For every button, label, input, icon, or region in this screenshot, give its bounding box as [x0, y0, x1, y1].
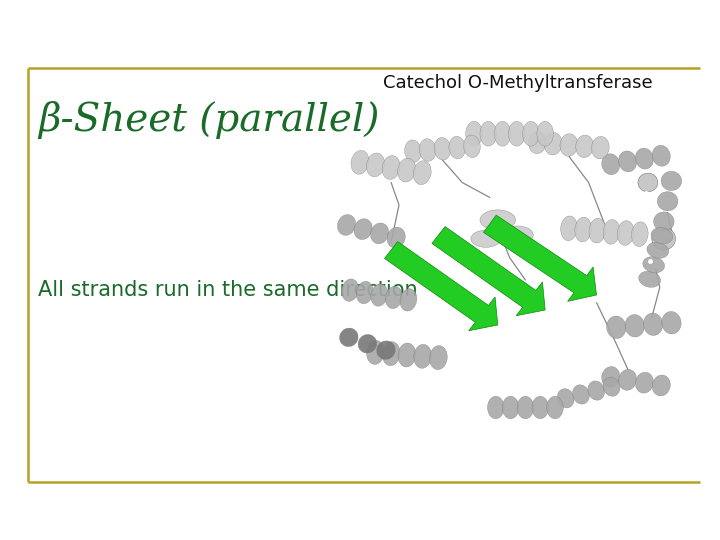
- Ellipse shape: [382, 342, 400, 366]
- Polygon shape: [432, 227, 545, 316]
- Ellipse shape: [377, 341, 395, 360]
- Polygon shape: [384, 241, 498, 330]
- Ellipse shape: [517, 396, 534, 419]
- Ellipse shape: [631, 222, 648, 247]
- Ellipse shape: [371, 284, 387, 306]
- Ellipse shape: [635, 148, 654, 169]
- Ellipse shape: [662, 312, 681, 334]
- Ellipse shape: [557, 389, 574, 408]
- Ellipse shape: [561, 216, 577, 241]
- Ellipse shape: [643, 256, 665, 273]
- Ellipse shape: [651, 228, 672, 244]
- Ellipse shape: [387, 227, 405, 248]
- Ellipse shape: [602, 367, 620, 388]
- Ellipse shape: [652, 227, 675, 250]
- Ellipse shape: [652, 145, 670, 166]
- Ellipse shape: [466, 122, 482, 146]
- Ellipse shape: [366, 153, 384, 177]
- Ellipse shape: [351, 150, 369, 174]
- Text: β-Sheet (parallel): β-Sheet (parallel): [38, 101, 379, 139]
- Ellipse shape: [657, 192, 678, 211]
- Ellipse shape: [366, 340, 384, 364]
- Ellipse shape: [419, 139, 436, 161]
- Ellipse shape: [591, 137, 609, 159]
- Ellipse shape: [617, 221, 634, 245]
- Ellipse shape: [430, 346, 447, 369]
- Ellipse shape: [588, 381, 605, 400]
- Ellipse shape: [385, 286, 402, 308]
- Ellipse shape: [494, 122, 510, 146]
- Ellipse shape: [618, 369, 636, 390]
- Ellipse shape: [405, 140, 421, 163]
- Ellipse shape: [647, 242, 669, 258]
- Ellipse shape: [502, 226, 534, 244]
- Ellipse shape: [358, 334, 377, 353]
- Ellipse shape: [342, 279, 359, 301]
- Ellipse shape: [625, 314, 644, 337]
- Ellipse shape: [397, 158, 415, 182]
- Ellipse shape: [644, 313, 663, 335]
- Ellipse shape: [382, 156, 400, 179]
- Ellipse shape: [371, 223, 389, 244]
- Ellipse shape: [576, 135, 593, 158]
- Ellipse shape: [503, 396, 519, 419]
- Ellipse shape: [589, 218, 606, 243]
- Ellipse shape: [602, 154, 620, 174]
- Ellipse shape: [508, 122, 525, 146]
- Ellipse shape: [487, 396, 504, 419]
- Ellipse shape: [607, 316, 626, 339]
- Ellipse shape: [639, 271, 660, 287]
- Ellipse shape: [449, 136, 466, 159]
- Ellipse shape: [413, 161, 431, 185]
- Ellipse shape: [356, 281, 373, 303]
- Ellipse shape: [464, 135, 480, 158]
- Ellipse shape: [575, 217, 592, 242]
- Text: All strands run in the same direction: All strands run in the same direction: [38, 280, 418, 300]
- Ellipse shape: [480, 122, 497, 146]
- Ellipse shape: [471, 230, 501, 247]
- Ellipse shape: [546, 396, 563, 419]
- Ellipse shape: [354, 219, 372, 240]
- Ellipse shape: [572, 385, 590, 404]
- Ellipse shape: [618, 151, 636, 172]
- Ellipse shape: [523, 122, 539, 146]
- Ellipse shape: [398, 343, 415, 367]
- Ellipse shape: [434, 138, 451, 160]
- Ellipse shape: [544, 132, 562, 155]
- Ellipse shape: [560, 134, 577, 156]
- Polygon shape: [484, 215, 596, 301]
- Ellipse shape: [635, 372, 654, 393]
- Ellipse shape: [400, 289, 417, 311]
- Ellipse shape: [480, 210, 516, 230]
- Text: Catechol O-Methyltransferase: Catechol O-Methyltransferase: [383, 74, 652, 92]
- Ellipse shape: [537, 122, 554, 146]
- Ellipse shape: [603, 377, 620, 396]
- Ellipse shape: [654, 212, 674, 231]
- Ellipse shape: [603, 219, 620, 244]
- Ellipse shape: [414, 345, 431, 368]
- Ellipse shape: [528, 131, 546, 153]
- Ellipse shape: [652, 375, 670, 396]
- Ellipse shape: [338, 214, 356, 235]
- Ellipse shape: [638, 173, 658, 192]
- Ellipse shape: [661, 171, 682, 191]
- Ellipse shape: [532, 396, 549, 419]
- Ellipse shape: [340, 328, 358, 347]
